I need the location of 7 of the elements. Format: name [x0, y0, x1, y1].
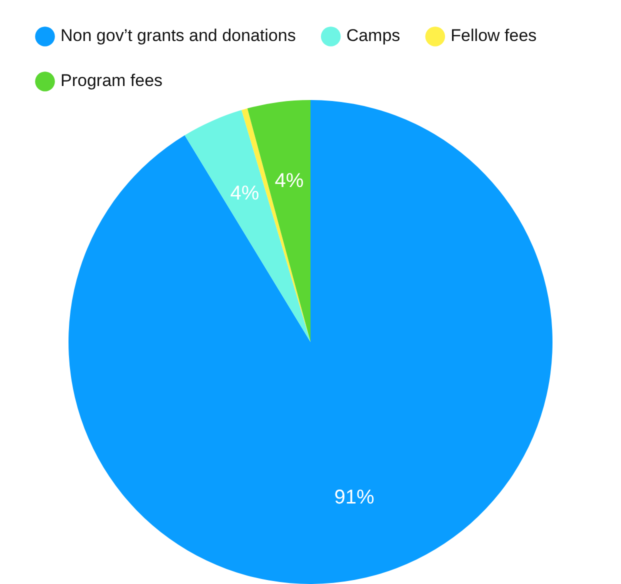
- legend-label: Non gov’t grants and donations: [60, 26, 296, 46]
- legend-label: Program fees: [60, 71, 163, 90]
- legend-label: Fellow fees: [450, 26, 537, 46]
- legend-label: Camps: [346, 26, 400, 46]
- data-label: 91%: [334, 486, 374, 509]
- data-label: 4%: [274, 170, 304, 192]
- data-label: 4%: [230, 182, 260, 204]
